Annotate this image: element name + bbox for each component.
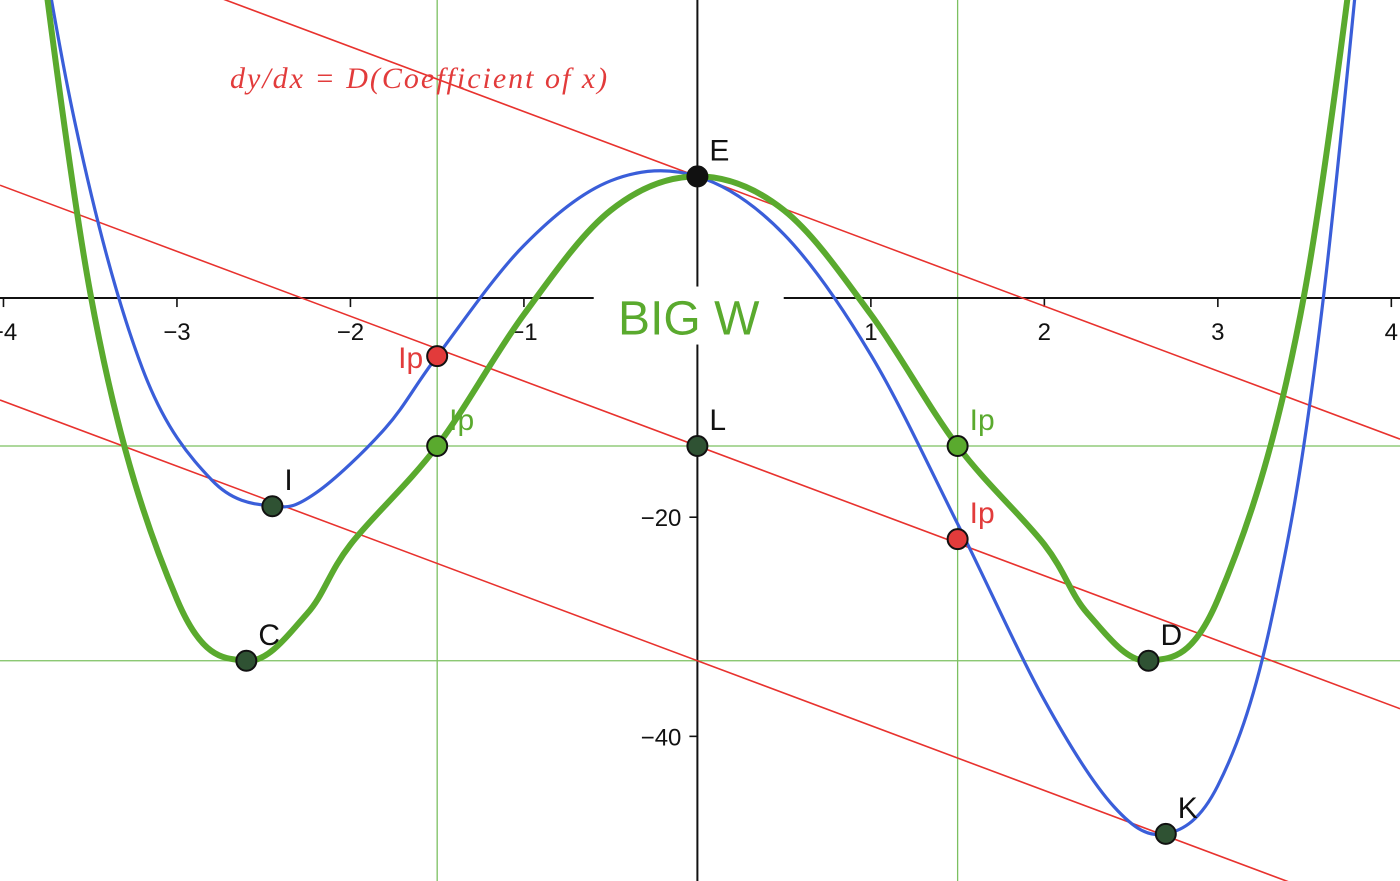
point-Ip-3 [426, 345, 449, 368]
point-E-0 [686, 165, 709, 188]
point-I-1 [261, 495, 284, 518]
x-tick-label: −2 [337, 319, 364, 346]
points: E I C Ip Ip L Ip Ip D K [235, 134, 1198, 845]
point-label-E-0: E [709, 134, 729, 167]
point-D-8 [1137, 649, 1160, 672]
blue-curve [49, 0, 1357, 837]
y-tick-label: −40 [641, 724, 682, 751]
derivative-annotation: dy/dx = D(Coefficient of x) [230, 62, 609, 95]
point-L-5 [686, 434, 709, 457]
point-C-2 [235, 649, 258, 672]
x-tick-label: −4 [0, 319, 17, 346]
point-Ip-6 [946, 434, 969, 457]
point-K-9 [1154, 822, 1177, 845]
point-label-Ip-4: Ip [449, 404, 474, 437]
point-label-Ip-7: Ip [970, 497, 995, 530]
chart-title-background [593, 286, 784, 345]
x-tick-label: 2 [1038, 319, 1051, 346]
point-Ip-4 [426, 434, 449, 457]
point-label-Ip-6: Ip [970, 404, 995, 437]
point-label-Ip-3: Ip [398, 342, 423, 375]
point-label-L-5: L [709, 404, 726, 437]
red-tangent-line-0 [223, 0, 1400, 440]
x-tick-label: 4 [1385, 319, 1398, 346]
x-tick-label: 1 [864, 319, 877, 346]
point-Ip-7 [946, 528, 969, 551]
chart-title: BIG W [618, 293, 760, 346]
chart-text: dy/dx = D(Coefficient of x) BIG W [230, 62, 784, 346]
x-tick-label: 3 [1211, 319, 1224, 346]
point-label-D-8: D [1160, 619, 1182, 652]
point-label-K-9: K [1178, 792, 1198, 825]
point-label-I-1: I [284, 464, 292, 497]
y-tick-label: −20 [641, 505, 682, 532]
x-tick-label: −3 [163, 319, 190, 346]
point-label-C-2: C [258, 619, 280, 652]
